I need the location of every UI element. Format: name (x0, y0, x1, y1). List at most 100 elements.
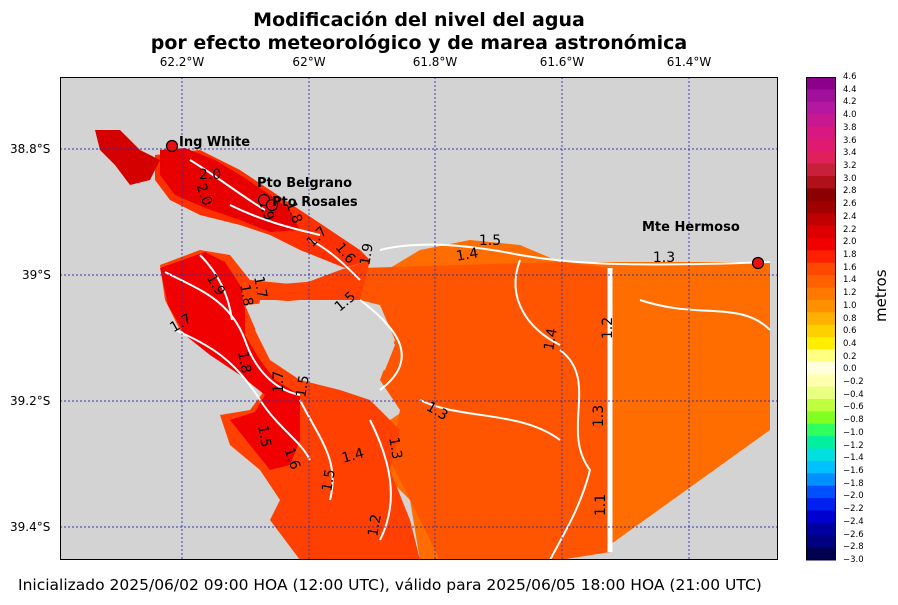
colorbar-tick-label: 2.0 (843, 237, 857, 248)
colorbar-swatch (806, 473, 836, 487)
top-islands (95, 130, 160, 185)
colorbar-swatch (806, 213, 836, 227)
colorbar-swatch (806, 114, 836, 128)
lat-label-39s: 39°S (22, 268, 51, 282)
colorbar-swatch (806, 535, 836, 549)
station-marker-ing-white (165, 139, 179, 153)
colorbar-swatch (806, 436, 836, 450)
colorbar-tick-label: 2.4 (843, 211, 857, 222)
channel-north-inner (160, 148, 300, 232)
colorbar-swatch (806, 361, 836, 375)
lon-label-61-8w: 61.8°W (412, 55, 458, 69)
colorbar-swatch (806, 485, 836, 499)
colorbar-tick-label: 3.6 (843, 135, 857, 146)
colorbar-tick-label: 3.0 (843, 173, 857, 184)
station-marker-mte-hermoso (751, 256, 765, 270)
colorbar-tick-label: −1.6 (843, 466, 864, 477)
colorbar-swatch (806, 77, 836, 90)
colorbar-tick-label: 1.6 (843, 262, 857, 273)
colorbar-swatch (806, 386, 836, 400)
lon-label-61-6w: 61.6°W (539, 55, 585, 69)
colorbar-tick-label: −1.4 (843, 453, 864, 464)
colorbar-unit-label: metros (872, 269, 890, 322)
colorbar-swatch (806, 337, 836, 350)
colorbar-tick-label: 0.0 (843, 364, 857, 375)
colorbar-swatch (806, 522, 836, 536)
colorbar-tick-label: −0.4 (843, 389, 864, 400)
colorbar-tick-label: 1.4 (843, 275, 857, 286)
colorbar-swatch (806, 275, 836, 289)
colorbar-swatch (806, 312, 836, 326)
colorbar-swatch (806, 399, 836, 412)
contour-label: 1.7 (271, 371, 287, 393)
colorbar-tick-label: 1.2 (843, 288, 857, 299)
colorbar-swatch (806, 176, 836, 189)
colorbar-tick-label: 0.8 (843, 313, 857, 324)
contour-label: 1.4 (340, 446, 366, 467)
lat-label-39-4s: 39.4°S (10, 520, 51, 534)
colorbar-swatch (806, 510, 836, 524)
colorbar-tick-label: 4.6 (843, 72, 857, 82)
colorbar-tick-label: −2.8 (843, 542, 864, 553)
contour-lines (164, 159, 771, 560)
contour-label: 1.3 (591, 405, 607, 427)
contour-label: 1.6 (280, 445, 303, 471)
colorbar-swatch (806, 151, 836, 165)
contour-label: 1.4 (455, 245, 480, 265)
lat-label-39-2s: 39.2°S (10, 394, 51, 408)
land-lower-left (60, 300, 280, 560)
colorbar-tick-label: 2.2 (843, 224, 857, 235)
colorbar-swatch (806, 188, 836, 202)
colorbar-tick-label: −2.0 (843, 491, 864, 502)
map-title-line1: Modificación del nivel del agua (253, 9, 585, 31)
colorbar-tick-label: −1.8 (843, 478, 864, 489)
colorbar-swatch (806, 200, 836, 214)
colorbar-tick-label: 0.4 (843, 338, 857, 349)
lon-label-62w: 62°W (292, 55, 326, 69)
contour-label: 1.8 (282, 199, 305, 225)
land-east-wedge (600, 430, 770, 560)
colorbar-swatch (806, 138, 836, 152)
colorbar-swatch (806, 101, 836, 115)
land-island-center (245, 300, 395, 380)
contour-label: 1.1 (593, 494, 609, 516)
colorbar-tick-label: 0.2 (843, 351, 857, 362)
colorbar-swatch (806, 547, 836, 561)
validity-footer: Inicializado 2025/06/02 09:00 HOA (12:00… (18, 576, 762, 594)
contour-label: 1.3 (653, 250, 675, 266)
colorbar-swatch (806, 89, 836, 103)
graticule (60, 77, 778, 560)
colorbar-swatch (806, 411, 836, 425)
colorbar-tick-label: 4.4 (843, 84, 857, 95)
colorbar (806, 77, 836, 561)
contour-label: 2.0 (192, 181, 215, 207)
colorbar-tick-label: −2.2 (843, 504, 864, 515)
colorbar-swatch (806, 126, 836, 140)
contour-label: 1.8 (236, 283, 256, 308)
colorbar-frame (806, 77, 836, 560)
stations: Ing White Pto Belgrano Pto Rosales Mte H… (165, 135, 765, 270)
station-label-pto-rosales: Pto Rosales (272, 195, 358, 210)
colorbar-swatch (806, 250, 836, 264)
colorbar-tick-label: −3.0 (843, 555, 864, 565)
contour-label: 1.5 (319, 468, 339, 493)
colorbar-swatch (806, 324, 836, 338)
lon-label-61-4w: 61.4°W (666, 55, 712, 69)
colorbar-tick-label: −2.4 (843, 516, 864, 527)
colorbar-tick-label: 1.8 (843, 249, 857, 260)
colorbar-tick-label: 0.6 (843, 326, 857, 337)
colorbar-tick-label: 2.6 (843, 199, 857, 210)
estuary-inner-1-8 (160, 252, 300, 470)
lat-label-38-8s: 38.8°S (10, 142, 51, 156)
station-marker-pto-rosales (265, 198, 279, 212)
contour-label: 1.2 (600, 317, 616, 339)
colorbar-swatch (806, 374, 836, 388)
contour-label: 1.5 (479, 233, 501, 249)
colorbar-swatch (806, 349, 836, 363)
colorbar-tick-label: 3.4 (843, 148, 857, 159)
colorbar-tick-label: 4.2 (843, 97, 857, 108)
colorbar-tick-label: 1.0 (843, 300, 857, 311)
colorbar-tick-label: −0.8 (843, 415, 864, 426)
colorbar-swatch (806, 299, 836, 313)
colorbar-swatch (806, 498, 836, 511)
